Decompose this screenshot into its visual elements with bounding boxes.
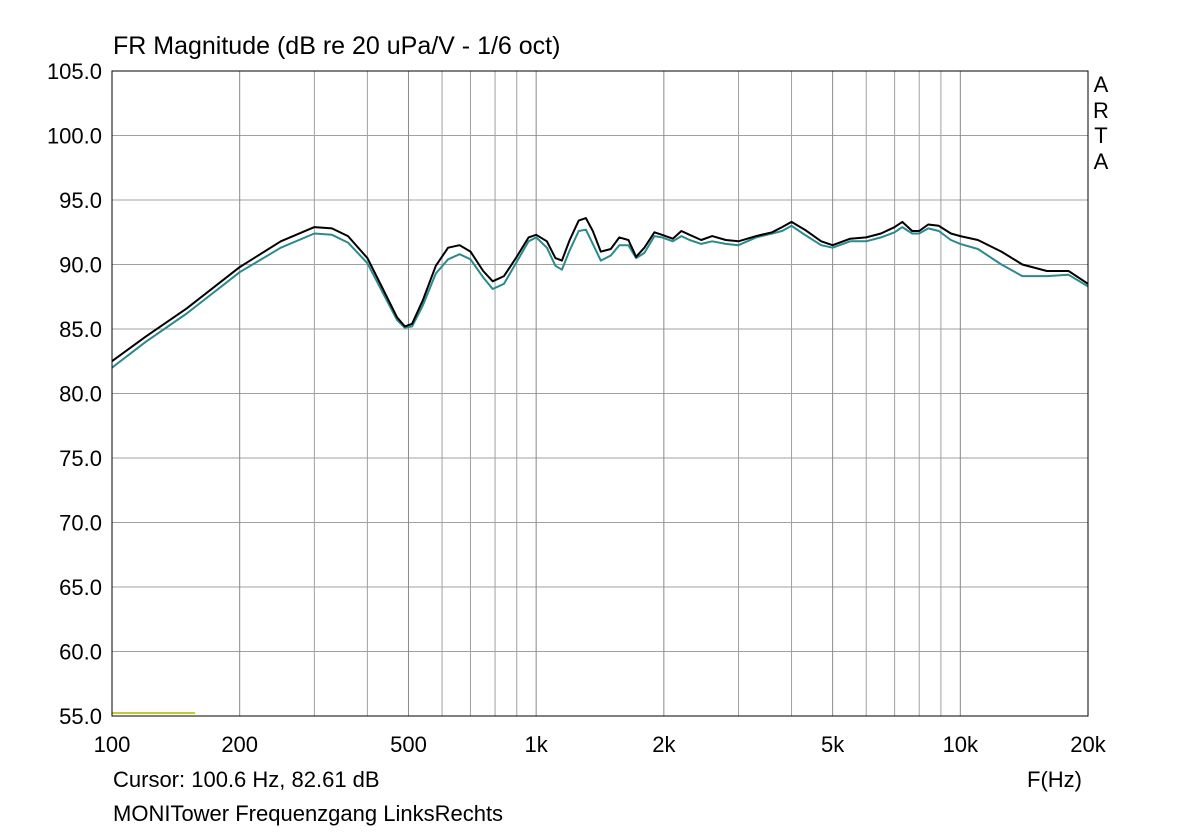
y-tick-label: 85.0 [59,317,102,342]
x-tick-label: 200 [221,732,258,757]
x-tick-label: 2k [652,732,676,757]
brand-label: A R T A [1093,72,1109,174]
x-tick-label: 1k [525,732,549,757]
series-line-2 [111,224,1089,369]
x-tick-label: 100 [94,732,131,757]
y-tick-label: 65.0 [59,575,102,600]
brand-letter: A [1093,148,1109,174]
y-tick-label: 80.0 [59,382,102,407]
y-tick-label: 60.0 [59,640,102,665]
y-tick-label: 100.0 [47,124,102,149]
cursor-readout: Cursor: 100.6 Hz, 82.61 dB [113,767,380,792]
y-tick-label: 105.0 [47,59,102,84]
x-tick-label: 10k [943,732,979,757]
brand-letter: R [1093,97,1109,123]
y-tick-label: 70.0 [59,511,102,536]
series-lines [111,217,1089,369]
y-tick-label: 95.0 [59,188,102,213]
brand-letter: T [1094,123,1108,148]
grid-lines [111,70,1089,717]
measurement-name: MONITower Frequenzgang LinksRechts [113,801,504,826]
x-tick-label: 5k [821,732,845,757]
series-line-1 [111,217,1089,363]
y-axis-tick-labels: 105.0 100.0 95.0 90.0 85.0 80.0 75.0 70.0 65.0 60… [47,59,102,729]
y-tick-label: 90.0 [59,253,102,278]
x-tick-label: 20k [1070,732,1106,757]
plot-frame [111,70,1089,717]
y-tick-label: 55.0 [59,704,102,729]
brand-letter: A [1093,72,1109,97]
y-tick-label: 75.0 [59,446,102,471]
x-axis-tick-labels: 100 200 500 1k 2k 5k 10k 20k [94,732,1107,757]
x-axis-label: F(Hz) [1027,767,1082,792]
chart-title: FR Magnitude (dB re 20 uPa/V - 1/6 oct) [113,32,561,60]
x-tick-label: 500 [390,732,427,757]
